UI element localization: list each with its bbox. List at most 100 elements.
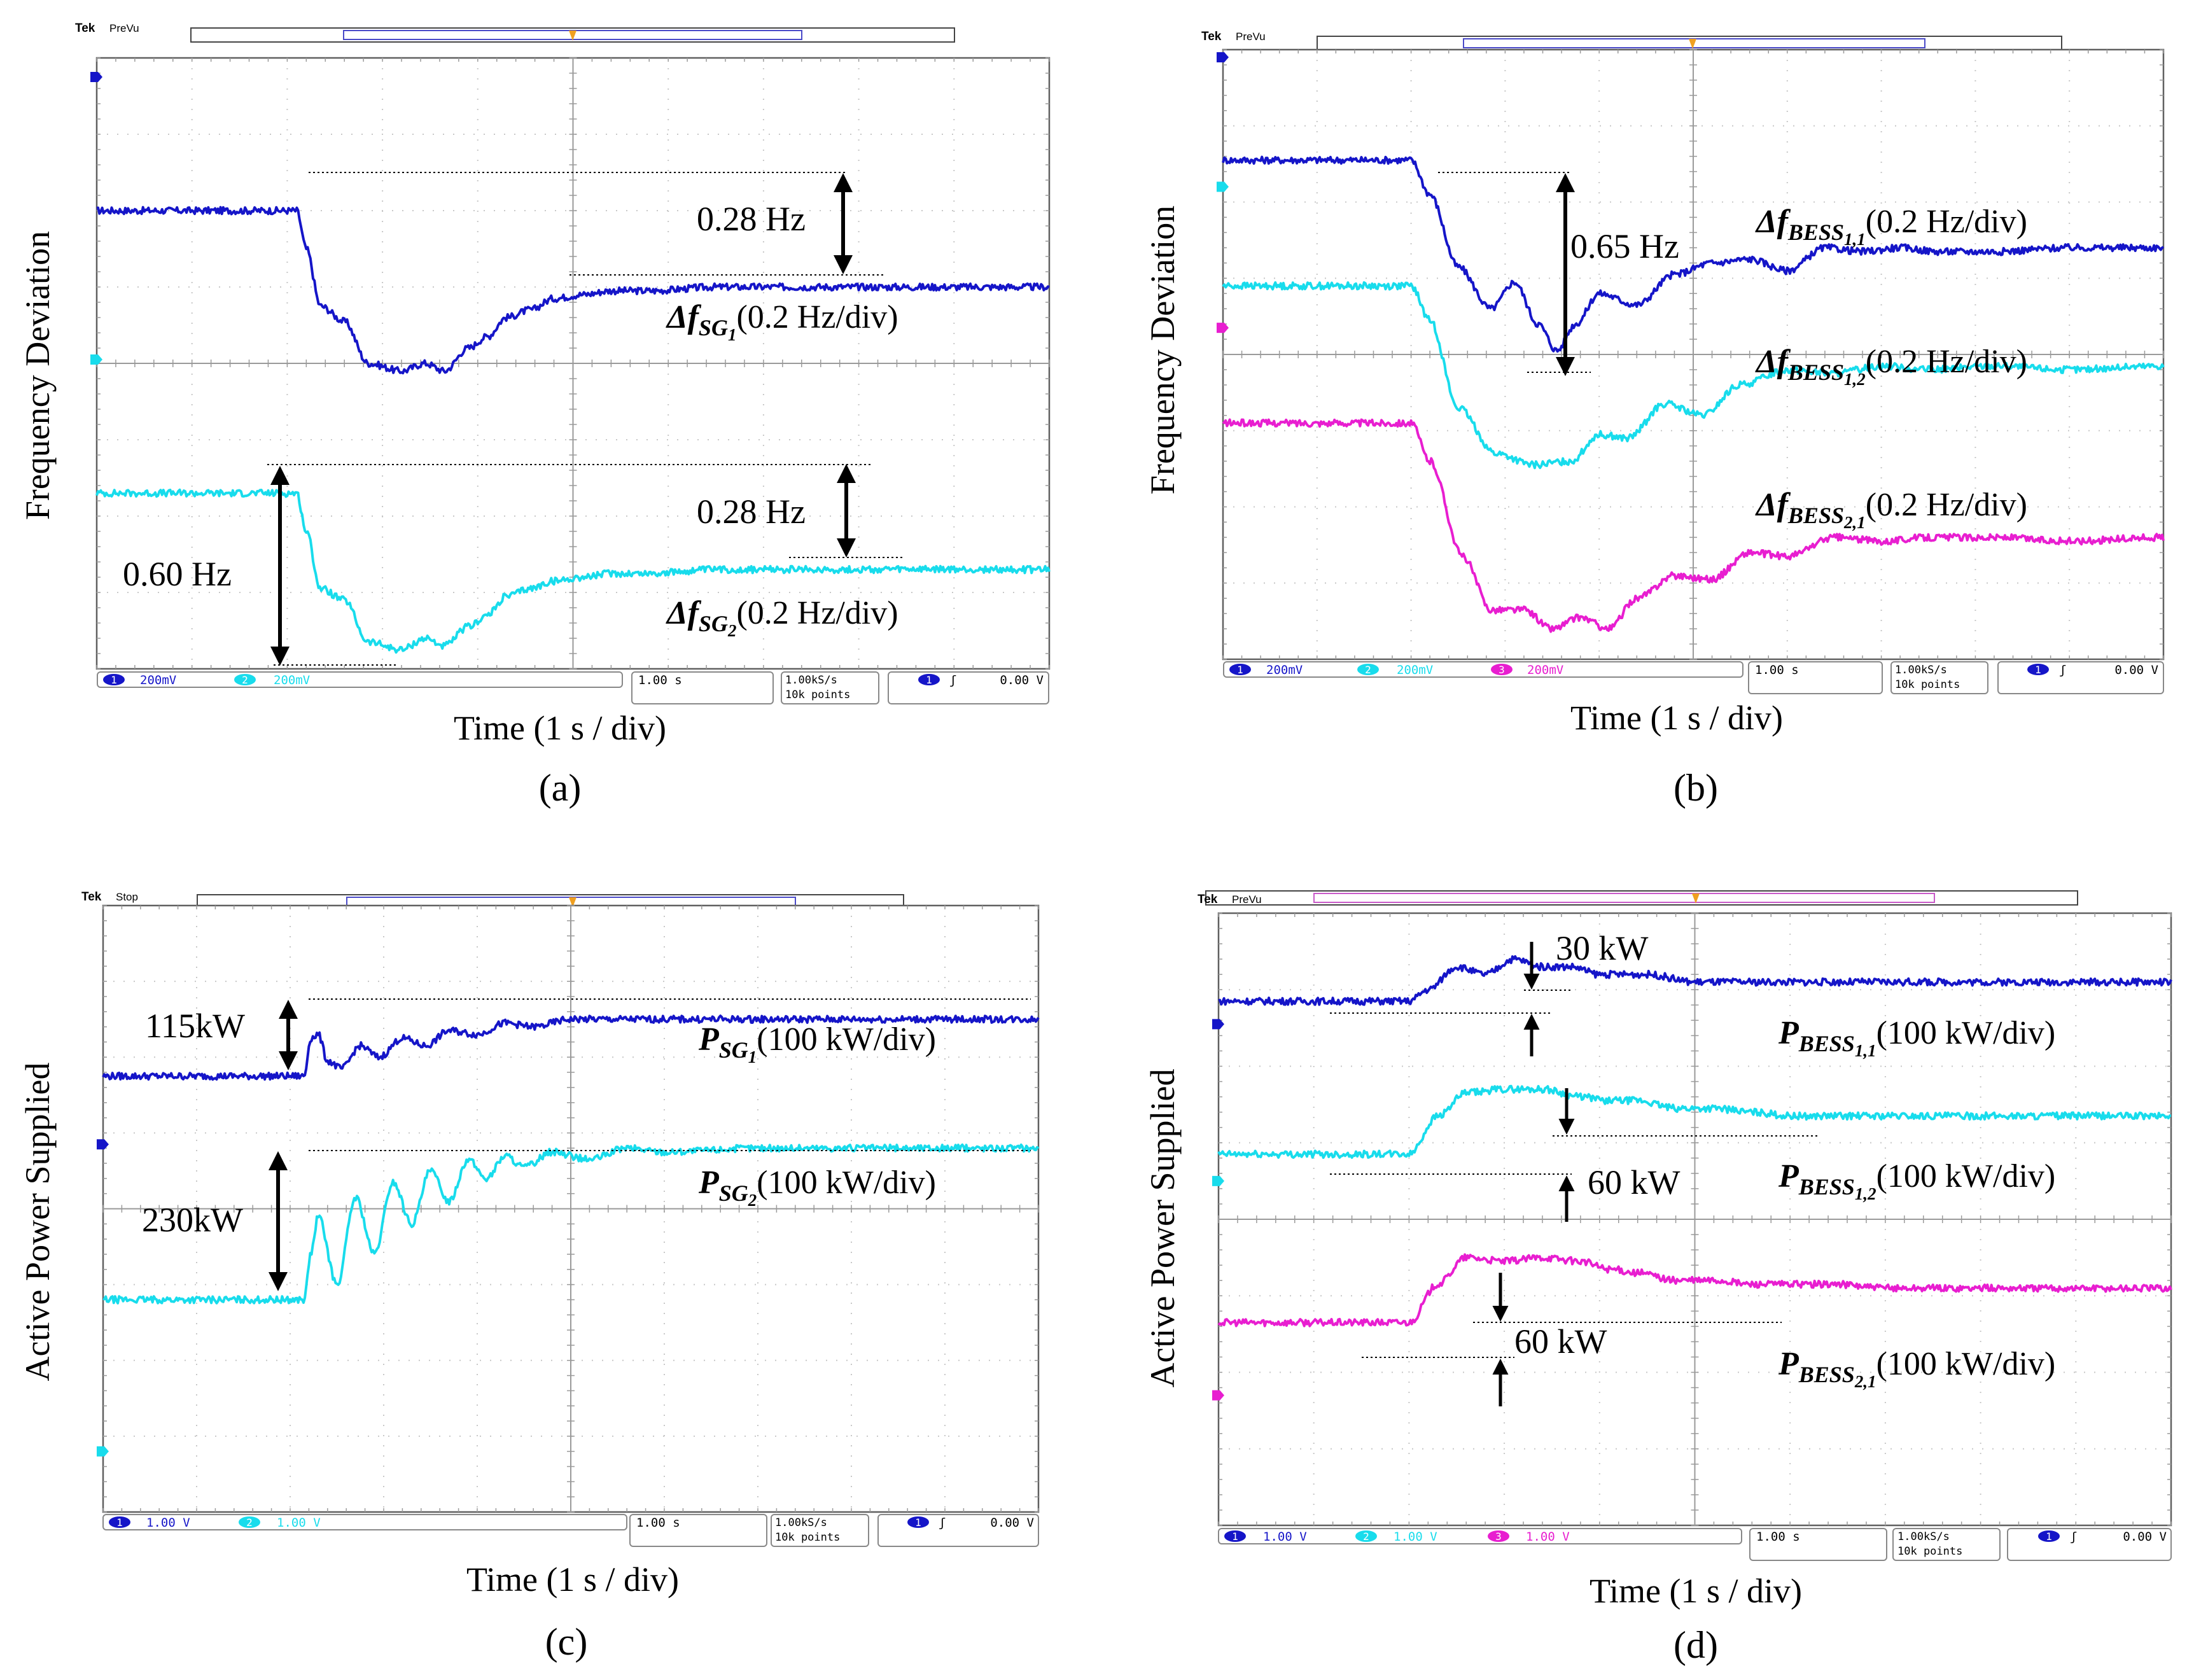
series-label-psg1: PSG1(100 kW/div) — [698, 1021, 936, 1067]
trigger-level: 0.00 V — [2123, 1530, 2167, 1544]
label-subsub: 1,2 — [1855, 1184, 1876, 1203]
ch2-badge — [239, 1516, 260, 1528]
trigger-position-marker — [569, 897, 576, 907]
label-unit: (0.2 Hz/div) — [1866, 487, 2027, 523]
trace-sg-2 — [95, 488, 1051, 654]
series-label-dfbess11: ΔfBESS1,1(0.2 Hz/div) — [1755, 204, 2027, 249]
timebase: 1.00 s — [636, 1516, 680, 1530]
trigger-ch-badge — [918, 674, 940, 685]
label-subsub: 1,2 — [1844, 370, 1866, 389]
label-base: P — [698, 1165, 720, 1201]
record-length: 10k points — [785, 689, 850, 701]
timebase-box — [629, 1514, 767, 1547]
y-axis-label: Active Power Supplied — [1143, 1069, 1182, 1388]
readout-bar: 1 200mV 2 200mV 1.00 s 1.00kS/s 10k poin… — [97, 671, 1049, 704]
label-sub: BESS — [1798, 1174, 1855, 1200]
ch1-badge — [103, 674, 125, 685]
y-axis-label: Active Power Supplied — [18, 1063, 57, 1382]
ch3-badge — [1488, 1530, 1509, 1542]
ch1-badge-number: 1 — [1237, 664, 1243, 676]
label-subsub: 2,1 — [1854, 1372, 1876, 1391]
ch2-scale: 1.00 V — [1394, 1530, 1437, 1544]
label-sub: BESS — [1787, 503, 1844, 528]
panel-label: (a) — [539, 767, 582, 809]
ch1-scale: 200mV — [140, 673, 176, 687]
scope-screen-b — [1217, 36, 2165, 661]
panel-label: (c) — [545, 1621, 588, 1663]
annotation-0.28hz-upper: 0.28 Hz — [697, 200, 806, 238]
trigger-position-marker — [1689, 39, 1696, 49]
channel-ground-marker-2 — [97, 1446, 109, 1457]
tek-logo: Tek — [81, 890, 102, 904]
panel-label: (b) — [1673, 767, 1718, 809]
trace-bess-12 — [1217, 1084, 2172, 1159]
channel-ground-marker-1 — [90, 72, 102, 82]
tek-state: PreVu — [109, 22, 139, 34]
panel-label: (d) — [1673, 1624, 1718, 1666]
series-label-pbess11: PBESS1,1(100 kW/div) — [1778, 1015, 2055, 1060]
label-sub: BESS — [1798, 1362, 1855, 1387]
scope-screen-a — [90, 27, 1051, 670]
label-unit: (100 kW/div) — [1876, 1015, 2056, 1051]
sample-rate: 1.00kS/s — [775, 1516, 827, 1529]
ch3-badge — [1491, 664, 1513, 675]
record-window — [1313, 893, 1935, 903]
trace-bess-21 — [1222, 418, 2165, 633]
trace-sg-1 — [96, 206, 1050, 375]
trace-bess-11 — [1222, 155, 2164, 353]
label-sub: SG — [699, 315, 728, 340]
panel-b: Tek PreVu 0.65 Hz ΔfBESS1,1(0.2 Hz/div) … — [1143, 30, 2165, 809]
x-axis-label: Time (1 s / div) — [454, 709, 666, 747]
series-label-dfbess21: ΔfBESS2,1(0.2 Hz/div) — [1755, 487, 2027, 532]
label-base: P — [698, 1021, 720, 1058]
ch2-badge-number: 2 — [242, 674, 248, 686]
ch2-scale: 1.00 V — [277, 1516, 321, 1530]
label-base: Δf — [666, 299, 702, 335]
annotation-115kw: 115kW — [145, 1007, 245, 1045]
ch3-badge-number: 3 — [1495, 1530, 1502, 1543]
timebase-box — [631, 671, 774, 704]
label-subsub: 1,1 — [1855, 1041, 1876, 1060]
ch1-badge — [1229, 664, 1251, 675]
trigger-slope-icon: ʃ — [2059, 663, 2066, 677]
ch2-badge — [1355, 1530, 1377, 1542]
label-unit: (0.2 Hz/div) — [1866, 344, 2027, 380]
scope-screen-c — [97, 894, 1040, 1513]
channel-readout-box — [1218, 1528, 1742, 1544]
channel-readout-box — [1223, 661, 1743, 678]
record-bar — [1205, 890, 2078, 906]
label-unit: (100 kW/div) — [757, 1165, 936, 1201]
acq-box — [771, 1514, 869, 1547]
ch2-badge-number: 2 — [246, 1516, 253, 1529]
x-axis-label: Time (1 s / div) — [466, 1560, 679, 1599]
label-base: Δf — [666, 595, 702, 631]
trigger-position-marker — [1692, 893, 1700, 904]
ch1-scale: 200mV — [1266, 663, 1303, 677]
series-label-dfsg2: ΔfSG2(0.2 Hz/div) — [666, 595, 898, 640]
trace-sg-2 — [102, 1143, 1040, 1305]
channel-readout-box — [97, 671, 623, 688]
readout-bar: 1 1.00 V 2 1.00 V 1.00 s 1.00kS/s 10k po… — [102, 1514, 1039, 1547]
panel-c: Tek Stop 115kW 230kW PSG1(100 kW/div) PS… — [18, 890, 1040, 1663]
channel-ground-marker-2 — [90, 354, 102, 365]
label-sub: BESS — [1787, 220, 1844, 245]
channel-ground-marker-3 — [1217, 323, 1229, 333]
acq-box — [1890, 661, 1988, 694]
label-unit: (0.2 Hz/div) — [1866, 204, 2027, 240]
label-base: P — [1778, 1346, 1799, 1382]
ch3-scale: 1.00 V — [1526, 1530, 1570, 1544]
trigger-position-marker — [569, 31, 576, 41]
label-base: P — [1778, 1015, 1799, 1051]
trigger-slope-icon: ʃ — [939, 1516, 946, 1530]
trace-bess-12 — [1222, 281, 2165, 470]
channel-ground-marker-3 — [1212, 1390, 1224, 1401]
trigger-ch-number: 1 — [2046, 1530, 2052, 1543]
trigger-level: 0.00 V — [2114, 663, 2158, 677]
trigger-ch-number: 1 — [2035, 664, 2041, 676]
trigger-ch-number: 1 — [915, 1516, 921, 1529]
channel-ground-marker-2 — [1212, 1175, 1224, 1186]
label-subsub: 2 — [727, 621, 737, 640]
timebase: 1.00 s — [1756, 1530, 1800, 1544]
trace-sg-1 — [102, 1014, 1040, 1081]
label-subsub: 1 — [728, 325, 737, 344]
